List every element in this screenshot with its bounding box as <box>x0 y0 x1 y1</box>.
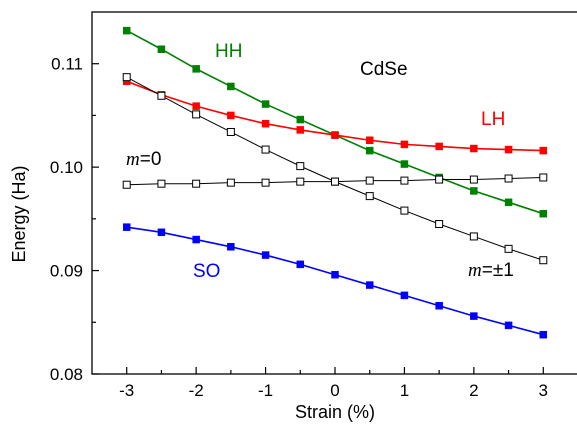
annotation-so: SO <box>193 261 220 282</box>
data-point-so <box>157 228 166 237</box>
data-point-lh <box>331 131 339 139</box>
plot-frame <box>91 11 577 375</box>
x-tick-label: -1 <box>258 381 273 400</box>
data-point-m-1 <box>435 220 444 229</box>
annotation-m1-rest: =±1 <box>482 260 514 281</box>
data-point-lh <box>400 140 409 149</box>
data-point-m-1 <box>539 256 548 265</box>
data-point-m-0 <box>469 175 478 184</box>
annotation-hh: HH <box>215 41 242 62</box>
data-point-m-1 <box>365 192 374 201</box>
data-point-lh <box>365 136 374 145</box>
y-tick-label: 0.09 <box>50 262 83 281</box>
series-m-0 <box>122 173 548 189</box>
annotation-m1: m=±1 <box>468 260 514 281</box>
data-point-m-1 <box>504 244 513 253</box>
data-point-so <box>261 251 270 259</box>
annotation-m0-rest: =0 <box>140 149 162 170</box>
x-tick-label: 2 <box>469 381 478 400</box>
annotation-m1-italic: m <box>468 260 482 281</box>
data-point-m-1 <box>261 145 270 154</box>
data-point-hh <box>296 115 305 124</box>
data-point-so <box>504 321 513 330</box>
data-point-so <box>122 223 131 231</box>
data-point-so <box>192 235 200 244</box>
series-lh <box>122 77 548 155</box>
data-point-m-0 <box>331 177 339 186</box>
data-point-so <box>296 260 305 269</box>
y-tick-label: 0.11 <box>51 55 83 74</box>
data-point-m-0 <box>539 173 548 182</box>
data-point-lh <box>192 102 200 110</box>
data-point-so <box>331 270 339 279</box>
annotation-material: CdSe <box>360 59 408 80</box>
data-point-m-0 <box>435 175 444 184</box>
data-point-hh <box>365 146 374 155</box>
data-point-m-0 <box>157 179 166 188</box>
data-point-m-0 <box>504 174 513 183</box>
annotation-m0: m=0 <box>126 149 161 170</box>
data-point-so <box>400 291 409 300</box>
x-tick-label: -2 <box>189 381 204 400</box>
series-m-1 <box>122 73 548 265</box>
data-point-m-0 <box>261 178 270 187</box>
annotation-lh: LH <box>481 109 505 130</box>
data-point-lh <box>296 126 305 134</box>
data-point-m-0 <box>365 176 374 185</box>
x-axis-label: Strain (%) <box>295 402 375 422</box>
data-point-m-0 <box>192 179 201 188</box>
data-point-hh <box>227 82 235 91</box>
data-point-m-1 <box>157 91 166 100</box>
data-point-so <box>365 281 374 289</box>
data-point-lh <box>504 145 513 154</box>
data-point-so <box>227 243 235 251</box>
data-point-lh <box>261 119 270 128</box>
data-point-hh <box>504 198 513 207</box>
data-point-m-1 <box>469 232 478 241</box>
data-point-so <box>539 330 548 339</box>
data-point-lh <box>470 144 478 153</box>
data-point-m-1 <box>192 110 201 119</box>
data-point-hh <box>157 45 166 53</box>
x-tick-label: -3 <box>119 381 134 400</box>
series-layer <box>122 26 548 339</box>
y-axis-title: Energy (Ha) <box>9 165 29 262</box>
series-so <box>122 223 548 339</box>
data-point-lh <box>435 142 443 151</box>
x-tick-label: 3 <box>539 381 548 400</box>
data-point-hh <box>122 26 131 35</box>
data-point-m-0 <box>226 178 235 187</box>
x-tick-label: 0 <box>330 381 339 400</box>
data-point-hh <box>192 65 200 73</box>
data-point-lh <box>539 146 548 155</box>
y-tick-label: 0.10 <box>50 158 83 177</box>
data-point-m-0 <box>296 177 305 186</box>
annotation-m0-italic: m <box>126 149 140 170</box>
data-point-m-1 <box>226 127 235 136</box>
x-tick-label: 1 <box>400 381 409 400</box>
data-point-lh <box>227 111 235 120</box>
y-axis-label: Energy (Ha) <box>9 165 29 262</box>
data-point-m-0 <box>400 176 409 185</box>
data-point-so <box>470 312 478 320</box>
data-point-hh <box>470 187 478 195</box>
data-point-m-1 <box>296 162 305 171</box>
data-point-so <box>435 301 443 310</box>
data-point-hh <box>400 160 409 168</box>
data-point-hh <box>539 209 548 218</box>
data-point-m-1 <box>122 73 131 82</box>
data-point-m-1 <box>400 206 409 215</box>
y-tick-label: 0.08 <box>50 365 83 384</box>
axis-ticks: -3 -2 -1 0 1 2 3 0.08 0.09 0.10 0.11 <box>50 55 548 400</box>
data-point-hh <box>261 100 270 108</box>
data-point-m-0 <box>122 180 131 189</box>
